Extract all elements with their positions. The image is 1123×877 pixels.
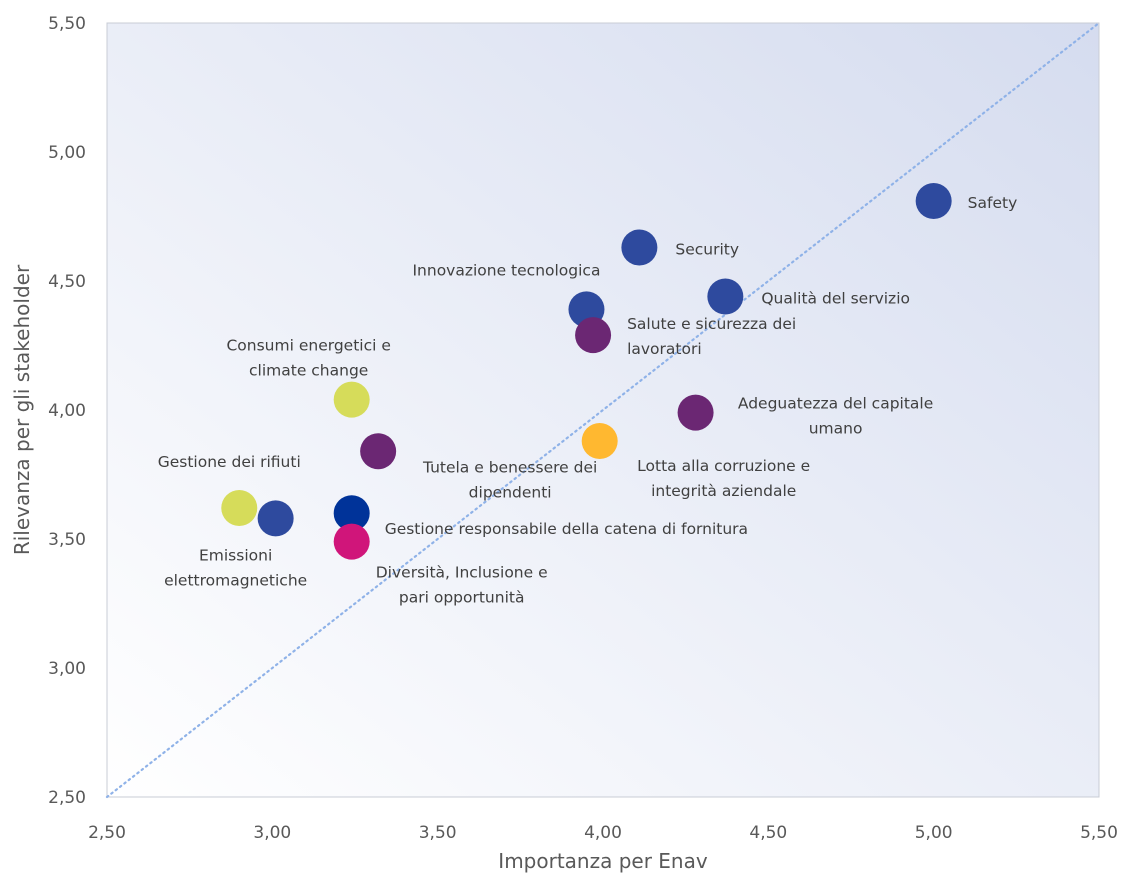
label-qualit-del-servizio: Qualità del servizio: [761, 289, 910, 307]
label-adeguatezza-del-capitale-umano: Adeguatezza del capitale umano: [738, 395, 933, 438]
point-diversit-inclusione-e-pari-opportunit: [333, 523, 370, 560]
label-diversit-inclusione-e-pari-opportunit: Diversità, Inclusione e pari opportunità: [376, 564, 548, 607]
y-tick-label: 5,00: [48, 143, 86, 163]
point-emissioni-elettromagnetiche: [257, 500, 294, 537]
label-salute-e-sicurezza-dei-lavoratori: Salute e sicurezza dei lavoratori: [627, 315, 796, 358]
y-tick-label: 3,00: [48, 659, 86, 679]
y-tick-label: 5,50: [48, 14, 86, 34]
y-tick-label: 2,50: [48, 788, 86, 808]
x-tick-label: 5,50: [1080, 823, 1118, 843]
x-axis-title: Importanza per Enav: [498, 849, 708, 873]
point-consumi-energetici-e-climate-change: [333, 381, 370, 418]
y-axis-ticks: 2,50 3,00 3,50 4,00 4,50 5,00 5,50: [48, 14, 86, 808]
x-tick-label: 4,00: [584, 823, 622, 843]
point-gestione-responsabile-della-catena-di-fornitura: [333, 495, 370, 532]
label-innovazione-tecnologica: Innovazione tecnologica: [412, 261, 600, 279]
point-tutela-e-benessere-dei-dipendenti: [360, 433, 397, 470]
point-labels: Safety Security Innovazione tecnologica Qua…: [158, 194, 1018, 607]
point-adeguatezza-del-capitale-umano: [677, 394, 714, 431]
x-tick-label: 3,00: [253, 823, 291, 843]
point-lotta-alla-corruzione-e-integrit-aziendale: [581, 422, 618, 459]
point-qualit-del-servizio: [707, 278, 744, 315]
x-tick-label: 4,50: [749, 823, 787, 843]
point-safety: [915, 183, 952, 220]
point-gestione-dei-rifiuti: [221, 490, 258, 527]
label-emissioni-elettromagnetiche: Emissioni elettromagnetiche: [164, 546, 307, 589]
data-points: [221, 183, 952, 560]
label-tutela-e-benessere-dei-dipendenti: Tutela e benessere dei dipendenti: [422, 458, 597, 501]
x-tick-label: 3,50: [419, 823, 457, 843]
label-gestione-dei-rifiuti: Gestione dei rifiuti: [158, 453, 301, 471]
x-tick-label: 5,00: [915, 823, 953, 843]
y-axis-title: Rilevanza per gli stakeholder: [10, 264, 34, 555]
label-security: Security: [675, 240, 739, 258]
point-security: [621, 229, 658, 266]
x-axis-ticks: 2,50 3,00 3,50 4,00 4,50 5,00 5,50: [88, 823, 1118, 843]
y-tick-label: 4,50: [48, 272, 86, 292]
diagonal-reference-line: [105, 21, 1101, 799]
label-safety: Safety: [968, 194, 1018, 212]
point-salute-e-sicurezza-dei-lavoratori: [575, 317, 612, 354]
y-tick-label: 3,50: [48, 530, 86, 550]
diagonal-line: [105, 21, 1101, 799]
label-lotta-alla-corruzione-e-integrit-aziendale: Lotta alla corruzione e integrità azienda…: [637, 457, 810, 500]
label-consumi-energetici-e-climate-change: Consumi energetici e climate change: [226, 337, 390, 380]
label-gestione-responsabile-della-catena-di-fornitura: Gestione responsabile della catena di fo…: [385, 520, 748, 538]
x-tick-label: 2,50: [88, 823, 126, 843]
y-tick-label: 4,00: [48, 401, 86, 421]
